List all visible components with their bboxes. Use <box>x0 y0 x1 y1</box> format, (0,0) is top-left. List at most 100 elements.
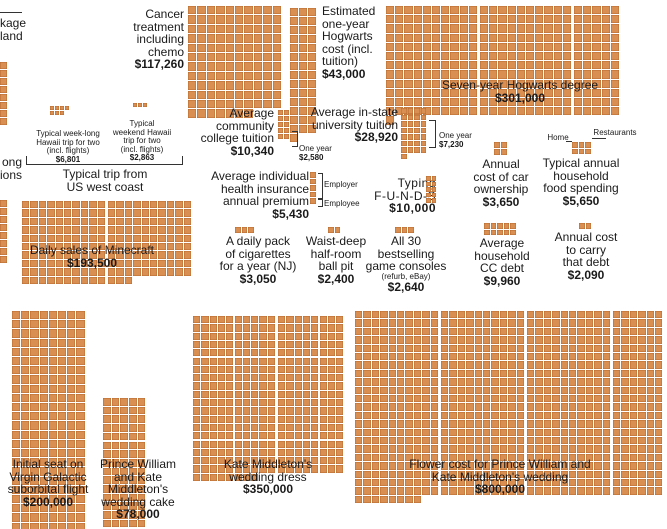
value-square <box>466 453 474 462</box>
value-square <box>535 428 543 436</box>
value-square <box>30 439 39 448</box>
value-square <box>286 440 294 448</box>
value-square <box>226 423 234 432</box>
value-square <box>64 268 72 276</box>
value-square <box>294 374 302 382</box>
value-square <box>242 440 251 448</box>
value-square <box>602 403 610 411</box>
value-square <box>621 395 629 403</box>
value-square <box>602 386 610 394</box>
value-square <box>371 311 380 319</box>
value-square <box>103 406 111 415</box>
value-square <box>47 226 55 234</box>
value-square <box>30 495 39 504</box>
value-square <box>380 378 388 386</box>
value-square <box>501 142 507 148</box>
value-square <box>235 15 244 24</box>
value-square <box>405 336 413 344</box>
value-square <box>58 357 67 366</box>
value-square <box>535 369 543 378</box>
value-square <box>302 316 311 324</box>
value-square <box>602 428 610 436</box>
cake-label: Prince William and Kate Middleton's wedd… <box>96 458 180 521</box>
value-square <box>137 493 146 502</box>
value-square <box>183 268 191 276</box>
value-square <box>499 487 508 495</box>
value-square <box>655 386 663 394</box>
value-square <box>405 311 413 319</box>
value-square <box>441 311 449 319</box>
value-square <box>420 114 426 120</box>
value-square <box>621 479 629 487</box>
value-square <box>527 327 535 336</box>
value-square <box>480 33 489 42</box>
value-square <box>388 445 396 453</box>
value-square <box>58 366 67 375</box>
value-square <box>430 420 438 428</box>
car-title: Annual cost of car ownership <box>473 157 529 197</box>
typing-value: $10,000 <box>389 201 436 216</box>
value-square <box>80 201 89 209</box>
value-square <box>516 411 524 420</box>
value-square <box>242 332 251 340</box>
value-square <box>48 403 57 412</box>
value-square <box>646 453 654 462</box>
value-square <box>508 336 516 344</box>
value-square <box>216 100 225 109</box>
value-square <box>483 428 491 436</box>
value-square <box>638 353 646 361</box>
value-square <box>278 365 286 374</box>
value-square <box>286 415 294 423</box>
value-square <box>234 440 242 448</box>
value-square <box>413 353 422 361</box>
value-square <box>457 420 466 428</box>
value-square <box>89 243 97 251</box>
value-square <box>498 70 507 79</box>
value-square <box>441 395 449 403</box>
value-square <box>290 44 298 52</box>
value-square <box>594 403 602 411</box>
value-square <box>503 229 509 235</box>
value-square <box>124 251 133 259</box>
value-square <box>397 327 405 336</box>
value-square <box>30 375 39 384</box>
value-square <box>560 386 568 394</box>
value-square <box>449 487 457 495</box>
value-square <box>299 98 307 106</box>
hawaii-week-value: $6,801 <box>55 154 81 164</box>
value-square <box>30 329 39 338</box>
value-square <box>76 485 85 494</box>
value-square <box>120 415 129 424</box>
value-square <box>441 79 450 88</box>
value-square <box>241 227 247 233</box>
value-square <box>80 226 89 234</box>
value-square <box>490 223 496 229</box>
value-square <box>422 453 430 462</box>
value-square <box>267 374 275 382</box>
value-square <box>610 52 619 61</box>
value-square <box>22 251 30 259</box>
value-square <box>235 90 244 99</box>
value-square <box>449 479 457 487</box>
value-square <box>234 415 242 423</box>
value-square <box>76 412 85 421</box>
value-square <box>0 94 7 101</box>
value-square <box>201 407 209 415</box>
value-square <box>89 251 97 259</box>
value-square <box>646 353 654 361</box>
value-square <box>602 453 610 462</box>
value-square <box>111 450 120 458</box>
value-square <box>278 432 286 440</box>
value-square <box>103 398 111 406</box>
value-square <box>397 462 405 470</box>
value-square <box>420 127 426 133</box>
value-square <box>414 114 420 120</box>
value-square <box>629 411 638 420</box>
value-square <box>432 42 441 51</box>
value-square <box>489 70 498 79</box>
value-square <box>336 440 344 448</box>
value-square <box>499 386 508 394</box>
value-square <box>386 98 395 107</box>
value-square <box>67 393 76 402</box>
value-square <box>143 103 147 107</box>
